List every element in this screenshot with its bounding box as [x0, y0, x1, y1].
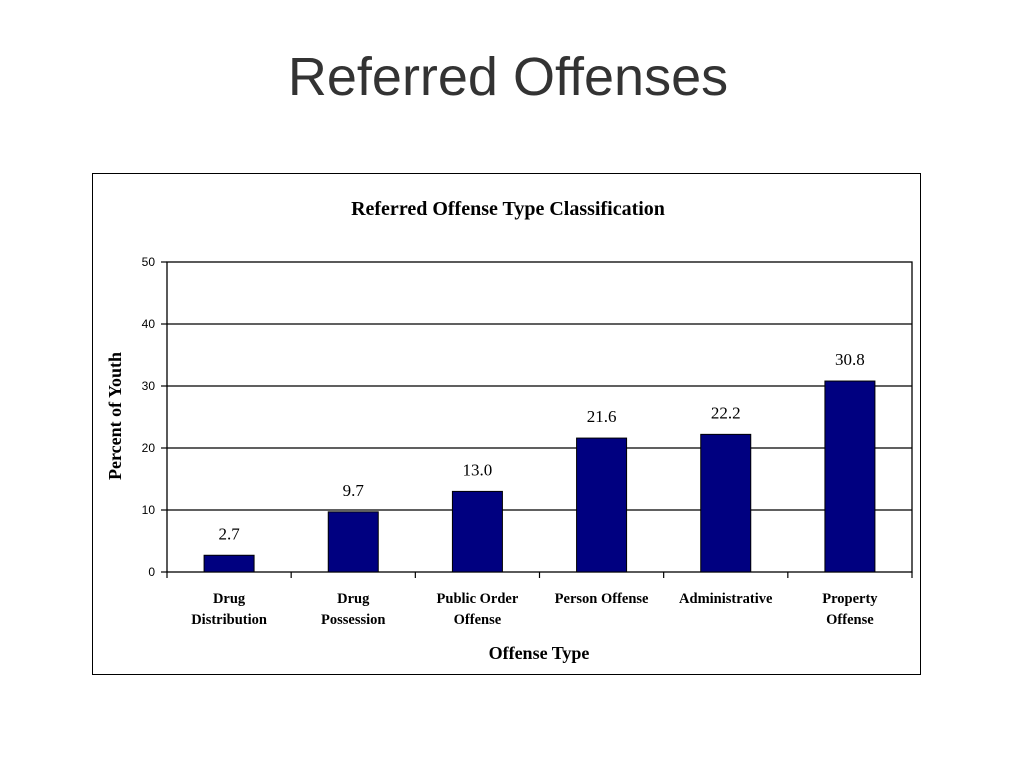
bar: [327, 511, 379, 573]
x-category-label: Offense: [454, 612, 502, 628]
x-category-label: Person Offense: [555, 591, 649, 607]
bar-value-label: 13.0: [463, 460, 493, 479]
y-tick-label: 20: [142, 441, 156, 455]
bar-value-label: 22.2: [711, 403, 741, 422]
bar: [700, 433, 752, 573]
plot-area: [166, 261, 913, 573]
bar: [451, 490, 503, 573]
bar-value-label: 21.6: [587, 407, 617, 426]
bar: [203, 554, 255, 573]
y-tick-label: 0: [148, 565, 155, 579]
y-tick-label: 40: [142, 317, 156, 331]
x-category-label: Administrative: [679, 591, 773, 607]
bar: [576, 437, 628, 573]
x-category-label: Distribution: [191, 612, 267, 628]
bar-value-label: 2.7: [218, 524, 240, 543]
x-category-label: Possession: [321, 612, 385, 628]
x-category-label: Public Order: [437, 591, 519, 607]
bar-value-label: 9.7: [343, 481, 365, 500]
bar: [824, 380, 876, 573]
slide-title: Referred Offenses: [287, 47, 729, 107]
x-axis-label: Offense Type: [489, 643, 590, 663]
x-category-label: Drug: [213, 591, 246, 607]
y-tick-label: 50: [142, 255, 156, 269]
y-tick-label: 30: [142, 379, 156, 393]
x-category-label: Offense: [826, 612, 874, 628]
bar-value-label: 30.8: [835, 350, 865, 369]
y-axis-label: Percent of Youth: [105, 352, 125, 480]
x-category-label: Property: [822, 591, 878, 607]
x-category-label: Drug: [337, 591, 370, 607]
y-tick-label: 10: [142, 503, 156, 517]
chart-frame: [92, 173, 921, 675]
chart-title: Referred Offense Type Classification: [351, 198, 665, 220]
